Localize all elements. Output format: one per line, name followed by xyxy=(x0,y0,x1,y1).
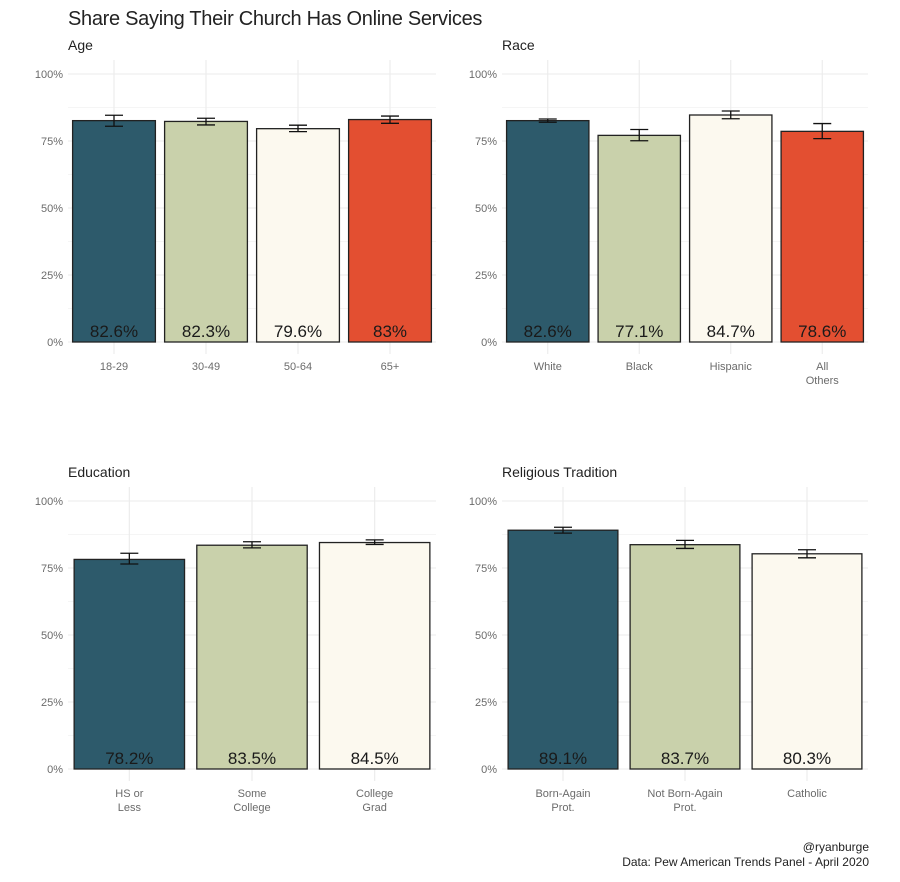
bar xyxy=(688,114,773,343)
y-tick-label: 75% xyxy=(475,136,497,148)
data-label: 84.7% xyxy=(707,322,755,341)
y-tick-label: 75% xyxy=(475,563,497,575)
y-tick-label: 50% xyxy=(41,203,63,215)
data-label: 82.6% xyxy=(524,322,572,341)
x-tick-label: Catholic xyxy=(787,788,827,800)
bar xyxy=(196,544,308,770)
y-tick-label: 25% xyxy=(475,270,497,282)
x-tick-label-line: Hispanic xyxy=(710,361,753,373)
footer-source: Data: Pew American Trends Panel - April … xyxy=(622,855,869,869)
x-tick-label-line: Prot. xyxy=(673,802,696,814)
panel-education: 0% 25% 50% 75% 100% Education 78.2% HS or Less 83… xyxy=(35,464,436,814)
x-tick-label: 30-49 xyxy=(192,361,220,373)
x-tick-label: All Others xyxy=(806,361,840,387)
panel-race: 0% 25% 50% 75% 100% Race 82.6% White 77.1% Black 8… xyxy=(469,37,868,387)
data-label: 84.5% xyxy=(351,749,399,768)
y-tick-label: 25% xyxy=(475,697,497,709)
x-tick-label-line: 50-64 xyxy=(284,361,312,373)
x-tick-label-line: 18-29 xyxy=(100,361,128,373)
x-tick-label-line: Catholic xyxy=(787,788,827,800)
bar xyxy=(505,119,590,343)
panel-title: Religious Tradition xyxy=(502,464,617,480)
x-tick-label: Some College xyxy=(233,788,270,814)
data-label: 82.3% xyxy=(182,322,230,341)
x-tick-label: 18-29 xyxy=(100,361,128,373)
bar xyxy=(255,128,341,343)
data-label: 77.1% xyxy=(615,322,663,341)
data-label: 78.6% xyxy=(798,322,846,341)
bar xyxy=(71,119,157,343)
x-tick-label-line: Not Born-Again xyxy=(647,788,722,800)
panel-religious-tradition: 0% 25% 50% 75% 100% Religious Tradition 89.1% B… xyxy=(469,464,868,814)
x-tick-label-line: Others xyxy=(806,375,840,387)
panel-title: Age xyxy=(68,37,93,53)
x-tick-label-line: HS or xyxy=(115,788,143,800)
y-tick-label: 50% xyxy=(41,630,63,642)
x-tick-label: Hispanic xyxy=(710,361,753,373)
x-tick-label-line: All xyxy=(816,361,828,373)
x-tick-label-line: College xyxy=(356,788,393,800)
x-tick-label-line: Grad xyxy=(362,802,386,814)
x-tick-label-line: 65+ xyxy=(381,361,400,373)
bar xyxy=(629,544,741,770)
data-label: 83.5% xyxy=(228,749,276,768)
data-label: 82.6% xyxy=(90,322,138,341)
y-tick-label: 0% xyxy=(47,764,63,776)
x-tick-label: Born-Again Prot. xyxy=(535,788,590,814)
y-tick-label: 100% xyxy=(469,496,497,508)
footer-handle: @ryanburge xyxy=(802,840,869,854)
y-tick-label: 25% xyxy=(41,270,63,282)
x-tick-label-line: Prot. xyxy=(551,802,574,814)
x-tick-label-line: Some xyxy=(238,788,267,800)
x-tick-label-line: Less xyxy=(118,802,142,814)
x-tick-label: Not Born-Again Prot. xyxy=(647,788,722,814)
data-label: 83.7% xyxy=(661,749,709,768)
bar xyxy=(507,529,619,770)
y-tick-label: 50% xyxy=(475,630,497,642)
y-tick-label: 0% xyxy=(481,764,497,776)
data-label: 89.1% xyxy=(539,749,587,768)
bar xyxy=(163,120,249,343)
data-label: 79.6% xyxy=(274,322,322,341)
y-tick-label: 100% xyxy=(469,69,497,81)
x-tick-label-line: College xyxy=(233,802,270,814)
x-tick-label: 65+ xyxy=(381,361,400,373)
x-tick-label: HS or Less xyxy=(115,788,143,814)
bar xyxy=(780,130,865,343)
x-tick-label-line: 30-49 xyxy=(192,361,220,373)
panel-title: Race xyxy=(502,37,535,53)
data-label: 80.3% xyxy=(783,749,831,768)
x-tick-label-line: Black xyxy=(626,361,653,373)
bar xyxy=(318,541,431,770)
x-tick-label: College Grad xyxy=(356,788,393,814)
y-tick-label: 50% xyxy=(475,203,497,215)
y-tick-label: 0% xyxy=(47,337,63,349)
y-tick-label: 100% xyxy=(35,69,63,81)
bar xyxy=(347,118,433,343)
x-tick-label: White xyxy=(534,361,562,373)
chart-main-title: Share Saying Their Church Has Online Ser… xyxy=(68,8,483,30)
x-tick-label: 50-64 xyxy=(284,361,312,373)
bar xyxy=(73,558,186,770)
y-tick-label: 0% xyxy=(481,337,497,349)
data-label: 78.2% xyxy=(105,749,153,768)
x-tick-label-line: Born-Again xyxy=(535,788,590,800)
x-tick-label: Black xyxy=(626,361,653,373)
y-tick-label: 25% xyxy=(41,697,63,709)
x-tick-label-line: White xyxy=(534,361,562,373)
panel-age: 0% 25% 50% 75% 100% Age 82.6% 18-29 82.3% 30-49 79… xyxy=(35,37,436,373)
data-label: 83% xyxy=(373,322,407,341)
bar xyxy=(751,553,863,770)
y-tick-label: 75% xyxy=(41,136,63,148)
y-tick-label: 75% xyxy=(41,563,63,575)
panel-title: Education xyxy=(68,464,130,480)
bar xyxy=(597,134,682,343)
y-tick-label: 100% xyxy=(35,496,63,508)
